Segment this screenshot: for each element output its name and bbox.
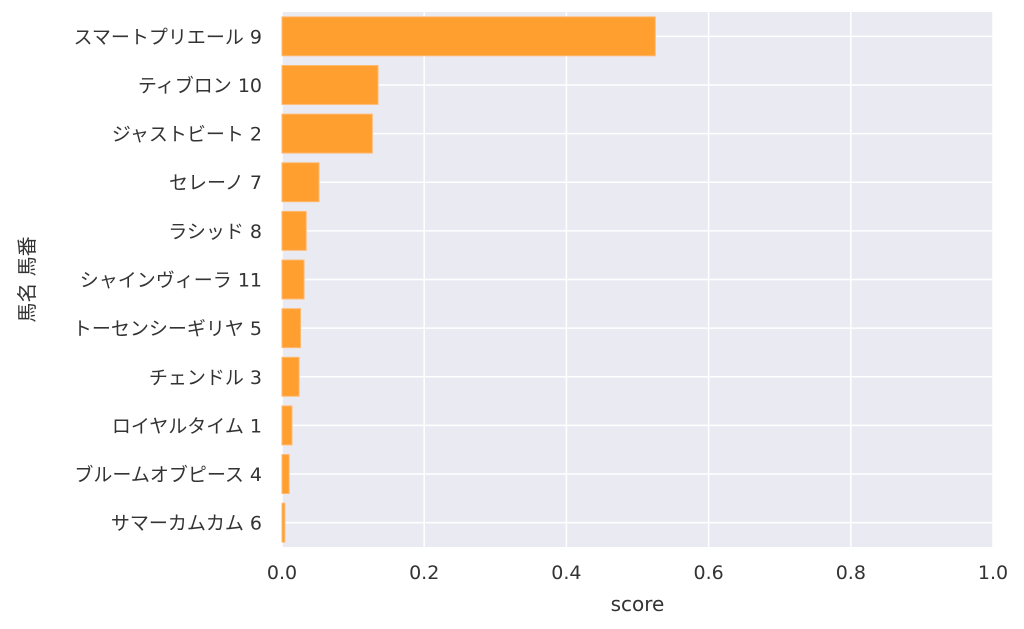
x-tick-labels: 0.0 0.2 0.4 0.6 0.8 1.0	[267, 562, 1008, 584]
x-axis-label: score	[611, 592, 665, 616]
y-tick-label: ジャストビート 2	[112, 124, 262, 146]
y-tick-label: トーセンシーギリヤ 5	[73, 318, 262, 340]
bar	[281, 16, 656, 57]
bar	[281, 308, 301, 349]
bars	[281, 16, 656, 543]
x-tick-label: 0.4	[551, 562, 581, 584]
bar	[281, 113, 373, 154]
bar	[281, 210, 307, 251]
x-tick-label: 0.8	[836, 562, 866, 584]
bar	[281, 65, 379, 105]
y-tick-label: セレーノ 7	[169, 172, 262, 194]
y-tick-label: スマートプリエール 9	[73, 26, 262, 48]
bar	[281, 259, 305, 300]
y-tick-label: チェンドル 3	[149, 367, 262, 389]
y-tick-label: ロイヤルタイム 1	[112, 415, 262, 437]
x-tick-label: 0.6	[693, 562, 723, 584]
bar	[281, 405, 293, 446]
bar	[281, 356, 300, 397]
y-tick-labels: スマートプリエール 9 ティブロン 10 ジャストビート 2 セレーノ 7 ラシッド 8…	[73, 26, 262, 534]
bar	[281, 454, 290, 495]
bar	[281, 162, 320, 203]
x-tick-label: 0.0	[267, 562, 297, 584]
y-axis-label: 馬名 馬番	[15, 236, 39, 322]
y-tick-label: シャインヴィーラ 11	[80, 270, 262, 292]
y-tick-label: サマーカムカム 6	[111, 513, 262, 535]
y-tick-label: ティブロン 10	[138, 74, 262, 97]
bar	[281, 502, 286, 543]
y-tick-label: ラシッド 8	[168, 221, 262, 243]
x-tick-label: 0.2	[409, 562, 439, 584]
grid-lines	[281, 12, 994, 547]
x-tick-label: 1.0	[978, 562, 1008, 584]
y-tick-label: ブルームオブピース 4	[74, 463, 262, 486]
